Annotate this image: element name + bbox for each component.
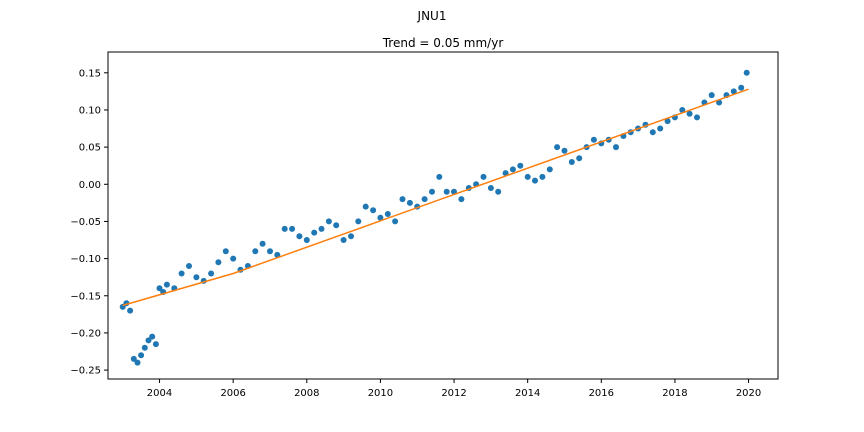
data-point: [532, 177, 538, 184]
data-point: [303, 237, 310, 243]
data-point: [267, 248, 273, 255]
data-point: [296, 233, 303, 240]
data-point: [281, 225, 288, 232]
data-point: [384, 211, 391, 217]
data-point: [561, 147, 568, 154]
data-point: [141, 344, 148, 351]
data-point: [186, 263, 192, 269]
chart-title: Trend = 0.05 mm/yr: [382, 36, 504, 50]
data-point: [152, 341, 159, 348]
data-point: [708, 92, 715, 99]
data-point: [230, 255, 237, 262]
data-points: [119, 69, 750, 366]
data-point: [539, 173, 546, 180]
data-point: [730, 88, 737, 95]
data-point: [568, 159, 575, 165]
data-point: [686, 110, 693, 117]
data-point: [406, 199, 413, 206]
data-point: [546, 166, 553, 173]
data-point: [649, 129, 656, 136]
data-point: [318, 225, 325, 232]
trend-line-group: [122, 88, 749, 307]
y-axis: −0.25 −0.20 −0.15 −0.10 −0.05 0.00 0.05 0.10 0.1…: [70, 68, 108, 377]
y-tick-label: −0.10: [70, 254, 101, 265]
data-point: [325, 218, 332, 225]
x-tick-label: 2018: [662, 388, 687, 399]
plot-area: [119, 69, 750, 366]
data-point: [399, 196, 406, 203]
x-tick-label: 2020: [736, 388, 761, 399]
data-point: [130, 355, 137, 362]
data-point: [355, 218, 362, 225]
data-point: [480, 173, 487, 180]
data-point: [134, 359, 141, 366]
y-tick-label: 0.15: [79, 68, 101, 79]
data-point: [509, 166, 516, 173]
x-axis: 2004 2006 2008 2010 2012 2014 2016 2018 2020: [147, 379, 761, 399]
data-point: [694, 114, 700, 121]
data-point: [145, 337, 152, 344]
data-point: [193, 274, 200, 281]
x-tick-label: 2004: [147, 388, 172, 399]
data-point: [163, 281, 170, 288]
data-point: [443, 188, 450, 195]
data-point: [311, 229, 318, 236]
y-tick-label: −0.20: [70, 328, 101, 339]
x-tick-label: 2016: [589, 388, 614, 399]
data-point: [215, 259, 222, 266]
data-point: [259, 240, 266, 247]
data-point: [502, 170, 509, 177]
data-point: [333, 222, 340, 229]
data-point: [289, 225, 296, 232]
data-point: [127, 307, 134, 314]
data-point: [178, 270, 185, 277]
chart-suptitle: JNU1: [417, 9, 447, 23]
data-point: [657, 125, 664, 132]
data-point: [252, 248, 259, 255]
trend-line: [122, 88, 749, 307]
data-point: [436, 173, 443, 180]
y-tick-label: 0.10: [79, 105, 101, 116]
data-point: [421, 196, 428, 203]
data-point: [362, 203, 369, 210]
data-point: [222, 248, 229, 255]
x-tick-label: 2006: [220, 388, 245, 399]
data-point: [429, 188, 435, 195]
data-point: [664, 118, 671, 125]
data-point: [377, 214, 384, 221]
data-point: [576, 155, 583, 162]
data-point: [348, 233, 354, 240]
x-tick-label: 2014: [515, 388, 540, 399]
data-point: [138, 352, 145, 359]
data-point: [458, 196, 465, 203]
data-point: [392, 218, 399, 225]
data-point: [340, 237, 347, 243]
data-point: [613, 144, 619, 151]
data-point: [590, 136, 597, 143]
data-point: [738, 84, 745, 91]
data-point: [370, 207, 377, 214]
y-tick-label: −0.25: [70, 366, 101, 377]
data-point: [679, 107, 686, 113]
y-tick-label: −0.05: [70, 217, 101, 228]
x-tick-label: 2008: [294, 388, 319, 399]
data-point: [554, 144, 561, 151]
x-tick-label: 2012: [441, 388, 466, 399]
x-tick-label: 2010: [368, 388, 393, 399]
data-point: [743, 69, 750, 76]
data-point: [156, 285, 163, 292]
data-point: [524, 173, 531, 180]
data-point: [517, 162, 524, 169]
data-point: [149, 333, 156, 340]
data-point: [487, 185, 494, 191]
y-tick-label: 0.00: [79, 180, 101, 191]
y-tick-label: −0.15: [70, 291, 101, 302]
data-point: [208, 270, 215, 277]
axes-frame: [107, 51, 779, 380]
data-point: [495, 188, 502, 195]
y-tick-label: 0.05: [79, 143, 101, 154]
